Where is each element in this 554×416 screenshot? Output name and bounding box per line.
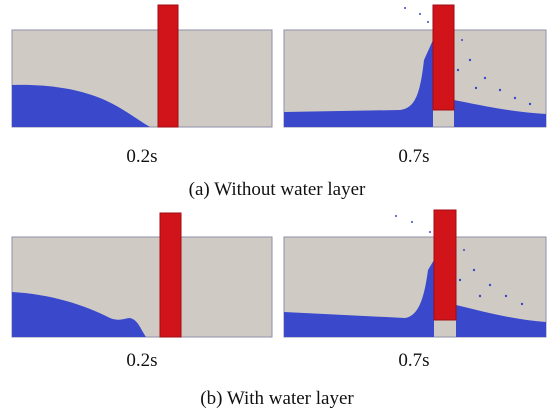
droplet	[472, 268, 476, 272]
snapshot	[283, 4, 547, 128]
droplet	[498, 88, 502, 92]
droplet	[478, 294, 482, 298]
pillar	[433, 209, 457, 321]
pillar	[157, 4, 179, 128]
droplet	[456, 68, 460, 72]
droplet	[513, 96, 517, 100]
frame-time: 0.2s	[126, 146, 157, 167]
droplet	[483, 76, 487, 80]
droplet	[427, 21, 429, 23]
droplet	[419, 13, 421, 15]
droplet	[461, 39, 463, 41]
row-caption: (b) With water layer	[200, 388, 354, 409]
droplet	[528, 102, 532, 106]
droplet	[468, 58, 472, 62]
droplet	[504, 294, 508, 298]
pillar	[432, 4, 455, 111]
droplet	[404, 7, 406, 9]
row-caption: (a) Without water layer	[189, 179, 366, 200]
water	[456, 305, 546, 337]
droplet	[463, 249, 465, 251]
snapshot	[11, 212, 273, 338]
pillar	[159, 212, 182, 338]
droplet	[395, 215, 397, 217]
spray	[404, 7, 532, 106]
droplet	[429, 231, 431, 233]
water	[284, 40, 433, 127]
frame-time: 0.7s	[398, 350, 429, 371]
droplet	[474, 86, 478, 90]
droplet	[488, 283, 492, 287]
water	[12, 84, 150, 127]
droplet	[458, 278, 462, 282]
frame-time: 0.2s	[126, 350, 157, 371]
droplet	[520, 302, 524, 306]
snapshot	[11, 4, 273, 128]
spray	[395, 215, 524, 306]
snapshot	[283, 209, 547, 338]
droplet	[411, 221, 413, 223]
water	[454, 100, 546, 127]
water	[12, 292, 146, 337]
water	[284, 260, 434, 337]
frame-time: 0.7s	[398, 146, 429, 167]
